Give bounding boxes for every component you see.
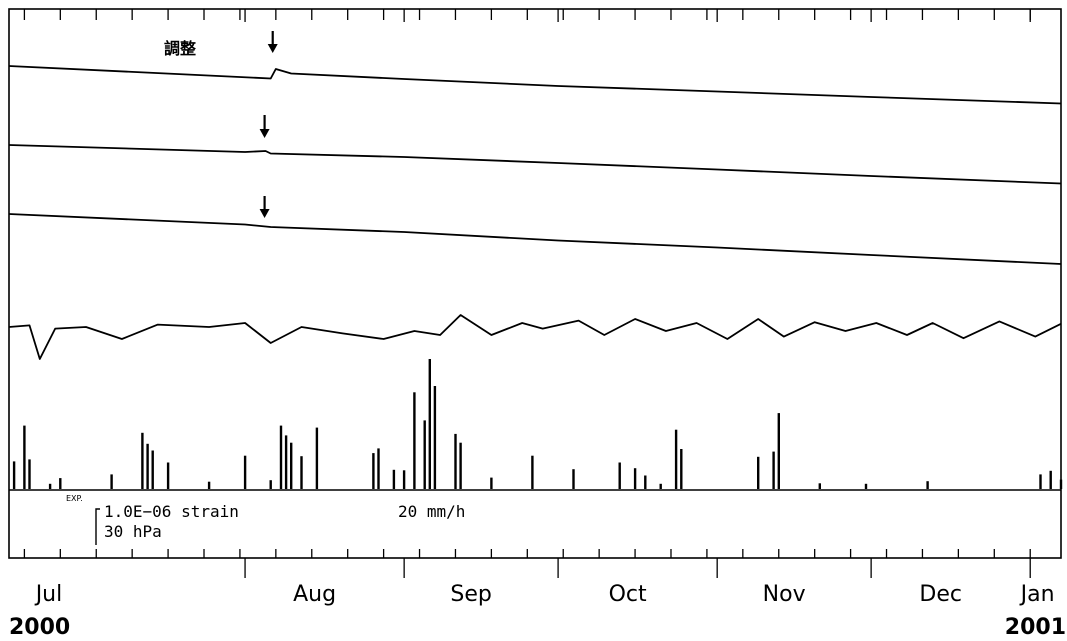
rain-bar bbox=[402, 470, 406, 489]
rain-bar bbox=[315, 427, 319, 489]
rain-bar bbox=[141, 432, 144, 489]
rain-bar bbox=[377, 448, 380, 489]
adjustment-arrow-head bbox=[259, 209, 270, 218]
month-label: Jul bbox=[34, 582, 63, 607]
exp-label: EXP. bbox=[66, 494, 83, 503]
year-labels: 2000 2001 bbox=[9, 615, 1066, 640]
rain-bar bbox=[772, 451, 775, 489]
rain-bar bbox=[572, 469, 575, 489]
rain-bar bbox=[818, 483, 821, 489]
traces bbox=[8, 65, 1062, 360]
strain-scale-label: 1.0E−06 strain bbox=[104, 502, 239, 521]
rain-bars bbox=[12, 359, 1063, 489]
month-labels: Jul Aug Sep Oct Nov Dec Jan bbox=[34, 582, 1055, 607]
rain-bar bbox=[28, 459, 31, 489]
rain-bar bbox=[146, 443, 149, 489]
rain-bar bbox=[48, 483, 52, 489]
adjustment-arrow-head bbox=[267, 44, 278, 53]
rain-scale-label: 20 mm/h bbox=[398, 502, 465, 521]
rain-bar bbox=[300, 456, 303, 489]
bottom-ticks bbox=[23, 549, 1031, 578]
rain-bar bbox=[864, 483, 868, 489]
month-label: Sep bbox=[450, 582, 491, 607]
rain-bar bbox=[413, 392, 416, 489]
rain-bar bbox=[151, 450, 154, 489]
month-label: Aug bbox=[293, 582, 336, 607]
rain-bar bbox=[680, 449, 683, 489]
rain-bar bbox=[757, 456, 760, 489]
rain-bar bbox=[1049, 470, 1052, 489]
strain-trace-2 bbox=[8, 144, 1062, 185]
month-label: Dec bbox=[919, 582, 962, 607]
rain-bar bbox=[428, 359, 431, 489]
rain-bar bbox=[207, 481, 211, 489]
rain-bar bbox=[633, 468, 637, 489]
rain-bar bbox=[372, 453, 375, 489]
rain-bar bbox=[531, 455, 534, 489]
rain-bar bbox=[777, 413, 780, 489]
rain-bar bbox=[243, 455, 247, 489]
rain-bar bbox=[454, 433, 457, 489]
rain-bar bbox=[659, 483, 662, 489]
rain-bar bbox=[279, 425, 283, 489]
rain-bar bbox=[269, 480, 272, 489]
plot-frame bbox=[8, 8, 1062, 559]
strain-trace-3 bbox=[8, 213, 1062, 265]
scale-legend: EXP. 1.0E−06 strain 30 hPa 20 mm/h bbox=[66, 494, 465, 545]
pressure-scale-label: 30 hPa bbox=[104, 522, 162, 541]
month-label: Jan bbox=[1019, 582, 1055, 607]
rain-bar bbox=[618, 462, 621, 489]
rain-bar bbox=[166, 462, 170, 489]
rain-bar bbox=[674, 429, 678, 489]
rain-bar bbox=[284, 435, 288, 489]
rain-bar bbox=[459, 442, 462, 489]
rain-bar bbox=[23, 425, 26, 489]
rain-bar bbox=[392, 469, 396, 489]
rain-bar bbox=[433, 386, 437, 489]
rain-bar bbox=[290, 442, 293, 489]
rain-bar bbox=[423, 420, 426, 489]
adjustment-arrows bbox=[259, 31, 278, 218]
rain-bar bbox=[12, 461, 16, 489]
month-label: Nov bbox=[763, 582, 806, 607]
adjustment-arrow-head bbox=[259, 129, 270, 138]
strain-trace-1 bbox=[8, 65, 1062, 105]
top-ticks bbox=[23, 9, 1031, 22]
rain-bar bbox=[59, 478, 62, 489]
adjustment-label: 調整 bbox=[164, 39, 196, 58]
rain-bar bbox=[644, 475, 647, 489]
pressure-trace bbox=[8, 314, 1062, 360]
month-label: Oct bbox=[609, 582, 647, 607]
year-label: 2001 bbox=[1005, 615, 1066, 640]
rain-bar bbox=[110, 474, 113, 489]
rain-bar bbox=[926, 481, 929, 489]
year-label: 2000 bbox=[9, 615, 70, 640]
rain-bar bbox=[490, 477, 493, 489]
rain-bar bbox=[1039, 474, 1042, 489]
scale-bracket bbox=[95, 508, 100, 545]
rain-bar bbox=[1059, 479, 1063, 489]
